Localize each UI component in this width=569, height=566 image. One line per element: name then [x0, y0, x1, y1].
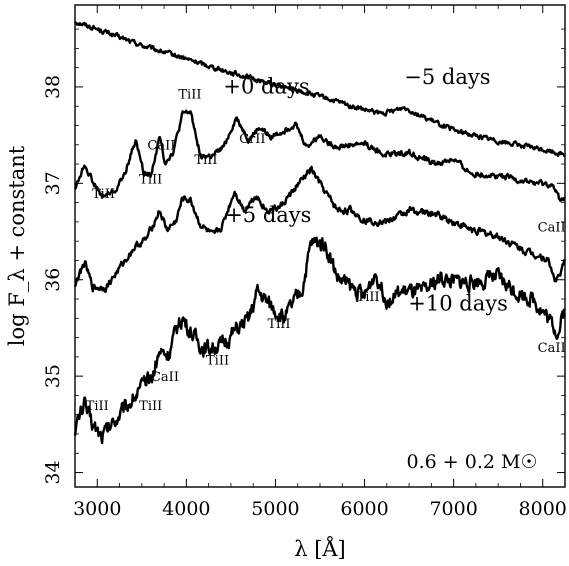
y-tick-label: 36 [42, 268, 64, 292]
spectral-line-label: TiII [357, 290, 380, 305]
spectral-line-label: CaII [147, 139, 175, 154]
x-tick-label: 7000 [429, 498, 477, 520]
spectral-line-label: TiII [178, 88, 201, 103]
spectral-line-label: TiII [194, 153, 217, 168]
y-tick-label: 37 [42, 171, 64, 195]
spectral-line-label: TiII [139, 399, 162, 414]
spectral-line-label: TiII [139, 172, 162, 187]
spectral-line-label: CaII [151, 370, 179, 385]
spectral-line-label: CaII [538, 221, 566, 236]
spectrum-line [73, 165, 566, 294]
axis-ticks: 3000 4000 5000 6000 7000 8000 34 35 36 37 38 [42, 5, 567, 520]
spectral-line-label: CaII [538, 341, 566, 356]
spectrum-line [73, 109, 566, 202]
epoch-label: +10 days [408, 292, 508, 316]
y-tick-label: 38 [42, 75, 64, 99]
x-axis-label: λ [Å] [294, 536, 346, 561]
spectral-line-label: TiII [206, 354, 229, 369]
epoch-label: +5 days [225, 203, 311, 227]
spectral-line-label: TiII [92, 187, 115, 202]
mass-label: 0.6 + 0.2 M☉ [407, 451, 538, 473]
spectrum-line [73, 236, 566, 445]
annotations: −5 days +0 days +5 days +10 days TiII TiII CaI… [86, 65, 566, 414]
x-tick-label: 4000 [162, 498, 210, 520]
epoch-label: −5 days [404, 65, 490, 89]
spectra-series [73, 21, 566, 445]
spectral-line-label: TiII [86, 399, 109, 414]
y-tick-label: 34 [42, 460, 64, 484]
x-tick-label: 6000 [340, 498, 388, 520]
y-axis-label: log F_λ + constant [5, 145, 29, 346]
epoch-label: +0 days [223, 75, 309, 99]
spectral-line-label: TiII [267, 317, 290, 332]
y-tick-label: 35 [42, 364, 64, 388]
spectrum-line [73, 21, 566, 158]
x-tick-label: 8000 [519, 498, 567, 520]
spectral-line-label: CrII [239, 132, 265, 147]
x-tick-label: 5000 [251, 498, 299, 520]
x-tick-label: 3000 [73, 498, 121, 520]
